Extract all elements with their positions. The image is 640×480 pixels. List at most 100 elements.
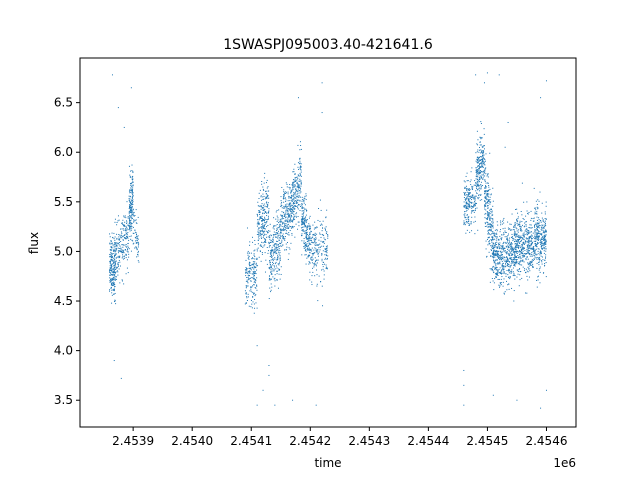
data-point <box>489 213 491 215</box>
data-point <box>492 239 494 241</box>
data-point <box>480 188 482 190</box>
data-point <box>116 270 118 272</box>
data-point <box>467 197 469 199</box>
data-point <box>260 205 262 206</box>
data-point <box>534 213 536 215</box>
data-point <box>288 221 290 223</box>
data-point <box>487 222 489 224</box>
data-point <box>132 170 134 172</box>
data-point <box>516 223 518 225</box>
data-point <box>287 221 289 223</box>
data-point <box>278 248 280 250</box>
data-point <box>258 210 260 212</box>
data-point <box>511 254 513 256</box>
data-point <box>245 272 247 274</box>
data-point <box>112 236 114 238</box>
data-point <box>468 205 470 207</box>
data-point <box>111 249 113 251</box>
data-point <box>293 218 295 220</box>
data-point <box>277 244 279 246</box>
data-point <box>494 236 496 238</box>
data-point <box>263 228 265 230</box>
data-point <box>291 216 293 218</box>
data-point <box>532 232 534 234</box>
data-point <box>502 257 504 259</box>
data-point <box>535 207 537 209</box>
data-point <box>280 258 281 260</box>
data-point <box>544 242 546 244</box>
data-point <box>301 226 303 228</box>
data-point <box>248 305 250 307</box>
data-point <box>125 244 127 246</box>
data-point <box>314 262 316 264</box>
data-point <box>516 252 518 254</box>
data-point <box>269 256 271 258</box>
data-point <box>483 163 485 165</box>
data-point <box>503 241 505 243</box>
data-point <box>132 213 134 215</box>
data-point <box>485 173 487 175</box>
data-point <box>130 206 132 208</box>
data-point <box>476 170 478 172</box>
data-point <box>287 193 289 195</box>
data-point <box>114 263 116 265</box>
data-point <box>265 259 267 261</box>
data-point <box>254 261 256 263</box>
data-point <box>507 263 509 265</box>
data-point <box>465 198 467 200</box>
data-point <box>486 193 488 195</box>
data-point <box>112 284 114 286</box>
data-point <box>528 276 530 278</box>
data-point <box>109 267 111 269</box>
data-point <box>522 248 524 250</box>
data-point <box>501 264 503 266</box>
data-point <box>485 167 487 169</box>
data-point <box>307 248 309 250</box>
data-point <box>509 244 511 246</box>
data-point <box>255 294 257 296</box>
data-point <box>307 238 309 240</box>
data-point <box>480 171 482 173</box>
data-point <box>307 237 309 239</box>
data-point <box>497 224 499 226</box>
data-point <box>288 234 290 236</box>
data-point <box>514 253 516 255</box>
data-point <box>262 212 264 214</box>
data-point <box>116 244 118 246</box>
data-point <box>281 239 283 241</box>
data-point <box>313 266 315 268</box>
data-point <box>542 219 544 221</box>
data-point <box>264 230 266 232</box>
data-point <box>516 230 518 232</box>
data-point <box>515 263 517 265</box>
data-point <box>540 240 542 242</box>
data-point <box>485 217 487 219</box>
data-point <box>114 292 116 294</box>
data-point <box>475 195 477 197</box>
data-point <box>288 227 290 229</box>
data-point <box>513 264 515 266</box>
data-point <box>258 238 260 240</box>
data-point <box>312 224 314 226</box>
data-point <box>322 305 324 307</box>
data-point <box>292 206 294 208</box>
data-point <box>315 250 317 252</box>
data-point <box>494 268 496 270</box>
data-point <box>260 237 262 239</box>
data-point <box>289 204 291 206</box>
data-point <box>518 263 520 265</box>
data-point <box>474 233 476 235</box>
data-point <box>492 205 494 207</box>
data-point <box>309 228 311 230</box>
data-point <box>534 242 536 244</box>
data-point <box>515 260 517 262</box>
data-point <box>485 202 487 204</box>
data-point <box>545 246 547 248</box>
data-point <box>506 238 508 240</box>
data-point <box>476 172 478 174</box>
data-point <box>277 256 279 258</box>
data-point <box>289 188 291 190</box>
data-point <box>518 250 520 252</box>
data-point <box>538 235 540 237</box>
data-point <box>113 265 115 267</box>
